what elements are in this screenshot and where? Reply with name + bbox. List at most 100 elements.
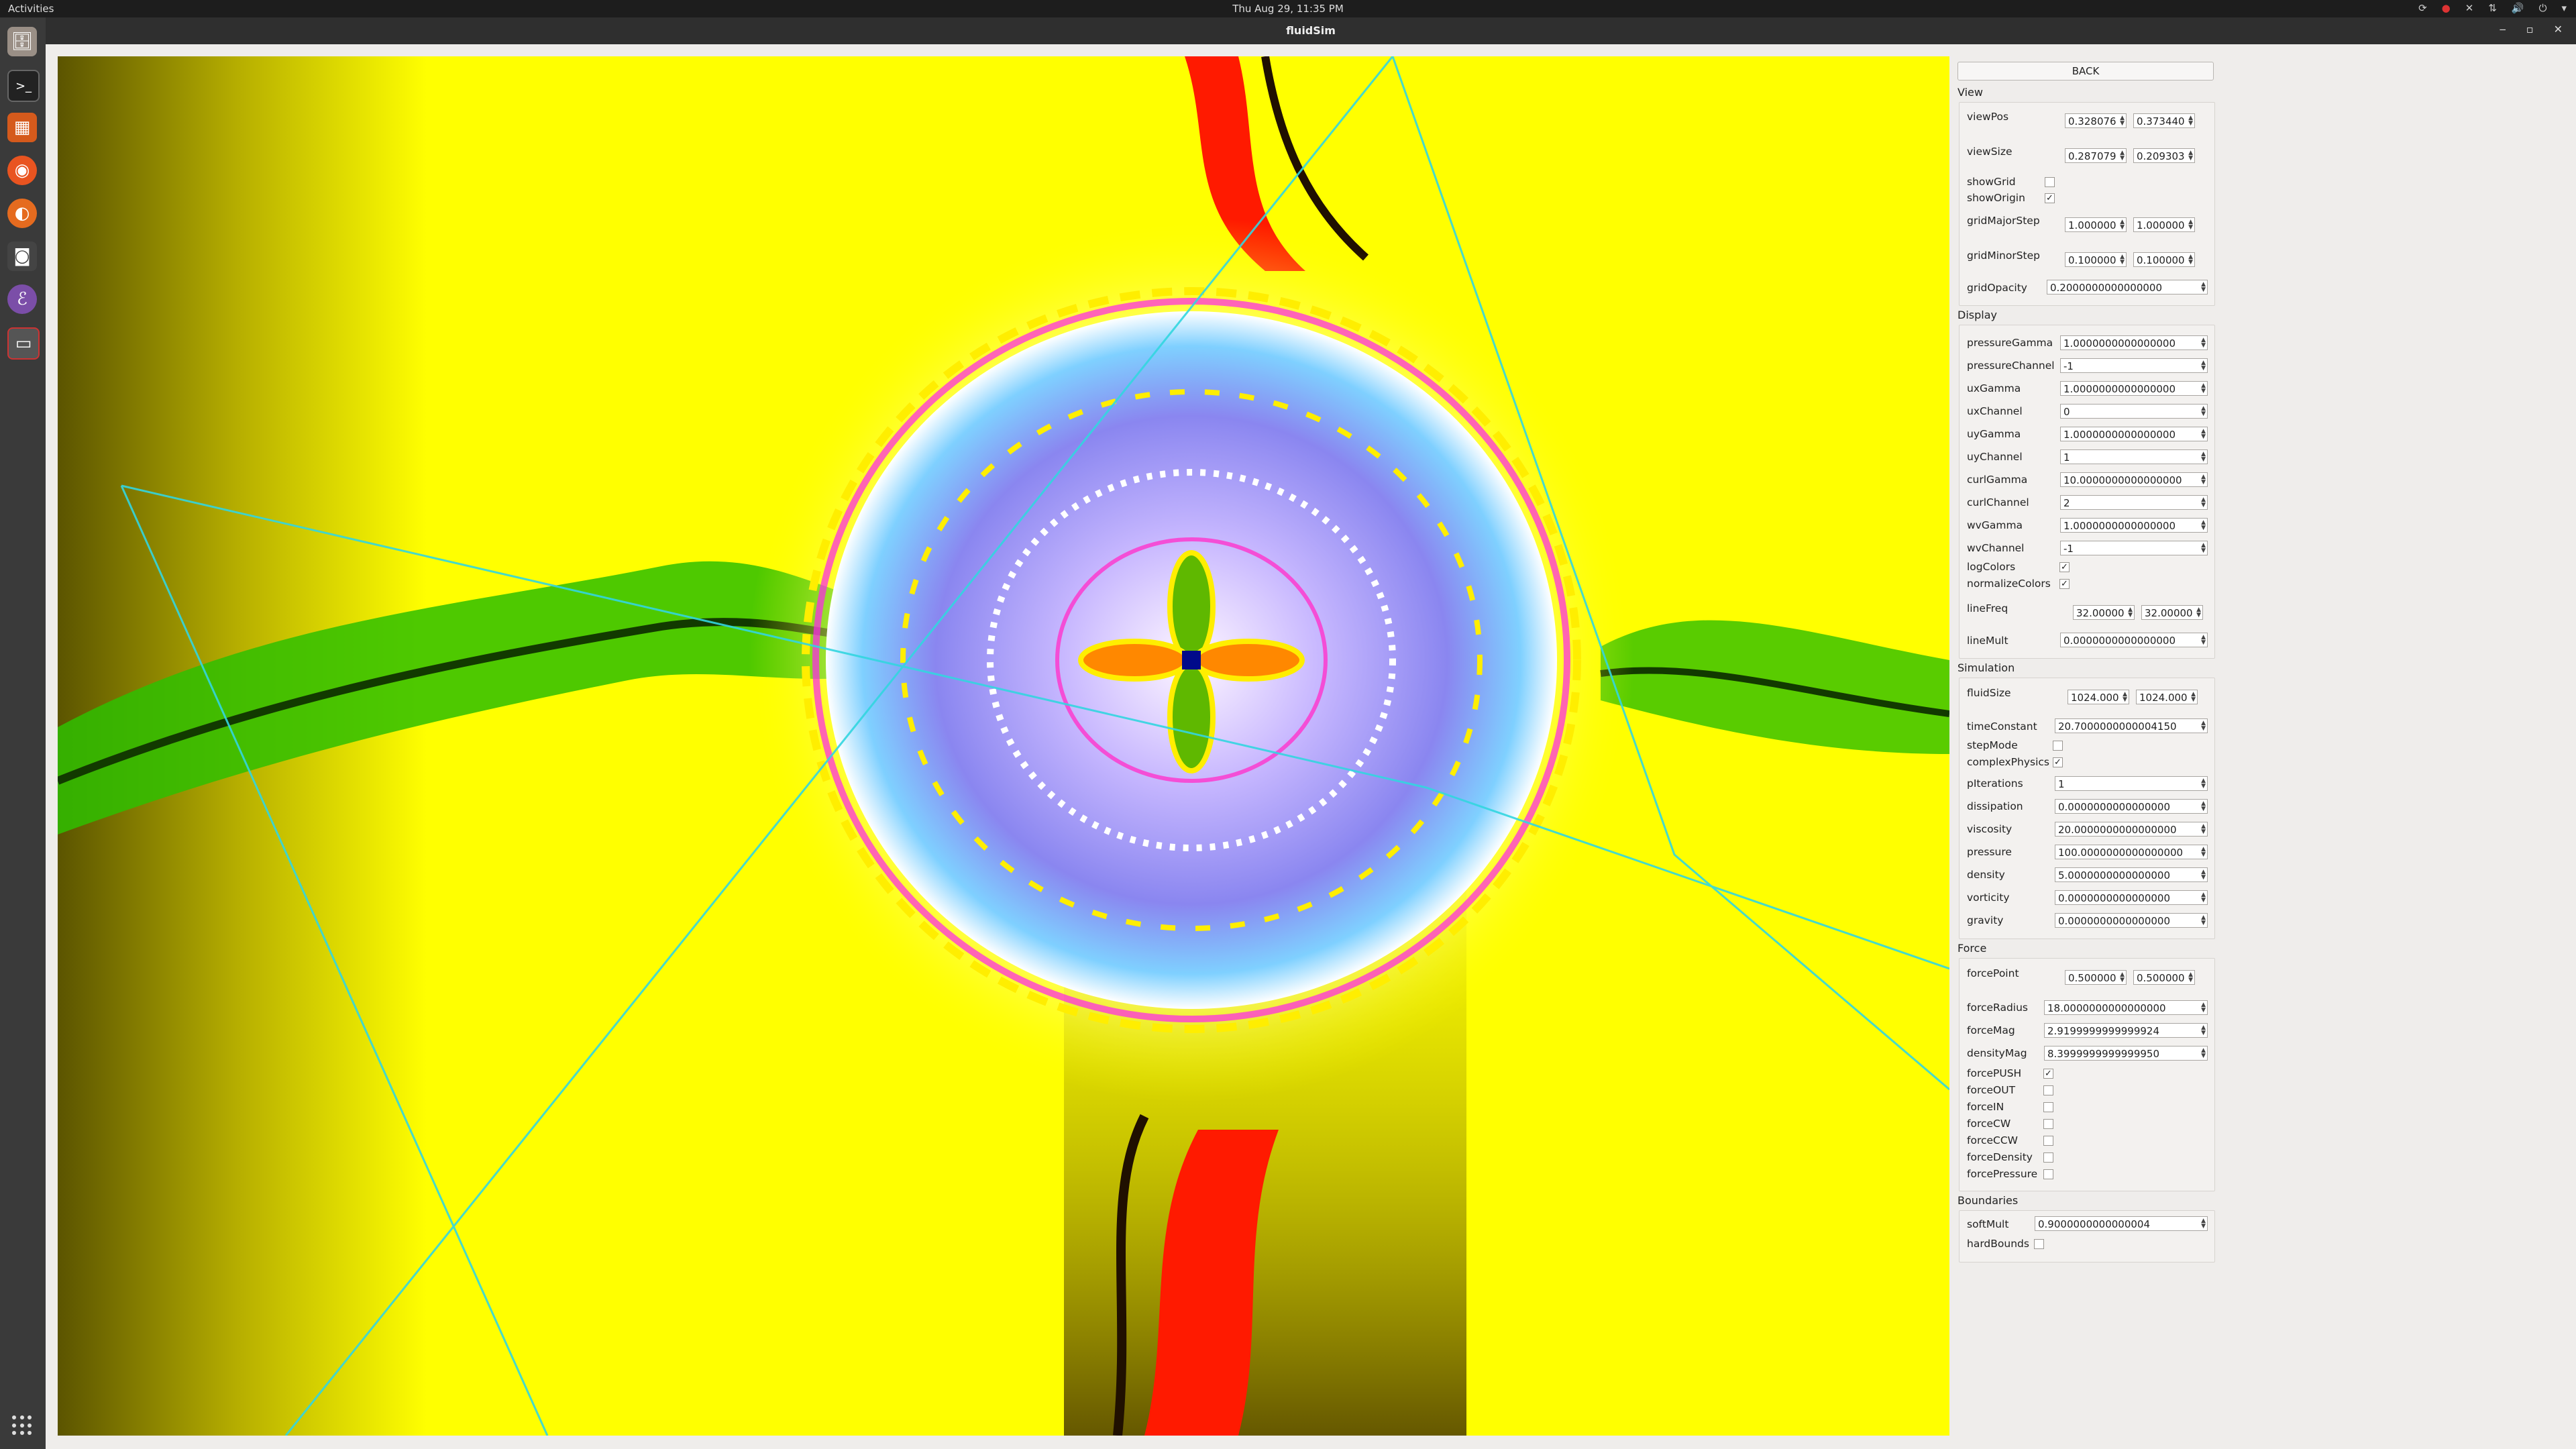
- grid-minor-step-x-field[interactable]: 0.100000 ▲ ▼: [2065, 252, 2127, 267]
- spinner-arrows-icon[interactable]: ▲ ▼: [2201, 846, 2206, 858]
- spinner-arrows-icon[interactable]: ▲ ▼: [2120, 219, 2125, 231]
- time-constant-field[interactable]: 20.7000000000004150 ▲ ▼: [2055, 718, 2208, 733]
- spinner-arrows-icon[interactable]: ▲ ▼: [2201, 1024, 2206, 1036]
- recording-icon[interactable]: ●: [2441, 2, 2451, 14]
- display-pressureGamma-field[interactable]: 1.0000000000000000 ▲ ▼: [2060, 335, 2208, 350]
- spinner-arrows-icon[interactable]: ▲ ▼: [2188, 971, 2193, 983]
- display-curlGamma-field[interactable]: 10.0000000000000000 ▲ ▼: [2060, 472, 2208, 487]
- firefox-icon[interactable]: ◐: [7, 199, 37, 228]
- fluid-size-y-field[interactable]: 1024.000 ▲ ▼: [2136, 690, 2198, 704]
- show-grid-checkbox[interactable]: [2045, 177, 2055, 187]
- spinner-arrows-icon[interactable]: ▲ ▼: [2196, 606, 2201, 619]
- files-icon[interactable]: 🗄: [7, 27, 37, 56]
- forceCCW-checkbox[interactable]: [2043, 1136, 2053, 1146]
- spinner-arrows-icon[interactable]: ▲ ▼: [2188, 115, 2193, 127]
- spinner-arrows-icon[interactable]: ▲ ▼: [2201, 542, 2206, 554]
- minimize-icon[interactable]: ‒: [2499, 23, 2506, 36]
- simulation-density-field[interactable]: 5.0000000000000000 ▲ ▼: [2055, 867, 2208, 882]
- spinner-arrows-icon[interactable]: ▲ ▼: [2201, 360, 2206, 372]
- power-icon[interactable]: ⏻: [2538, 2, 2547, 14]
- spinner-arrows-icon[interactable]: ▲ ▼: [2201, 405, 2206, 417]
- spinner-arrows-icon[interactable]: ▲ ▼: [2201, 451, 2206, 463]
- window-titlebar[interactable]: fluidSim ‒ ▫ ✕: [46, 17, 2576, 44]
- grid-major-step-y-field[interactable]: 1.000000 ▲ ▼: [2133, 217, 2195, 232]
- force-point-y-field[interactable]: 0.500000 ▲ ▼: [2133, 970, 2195, 985]
- spinner-arrows-icon[interactable]: ▲ ▼: [2123, 691, 2127, 703]
- forceDensity-checkbox[interactable]: [2043, 1152, 2053, 1163]
- fluid-size-x-field[interactable]: 1024.000 ▲ ▼: [2068, 690, 2129, 704]
- forcePUSH-checkbox[interactable]: ✓: [2043, 1069, 2053, 1079]
- forceCW-checkbox[interactable]: [2043, 1119, 2053, 1129]
- simulation-gravity-field[interactable]: 0.0000000000000000 ▲ ▼: [2055, 913, 2208, 928]
- step-mode-checkbox[interactable]: [2053, 741, 2063, 751]
- logColors-checkbox[interactable]: ✓: [2059, 562, 2070, 572]
- display-wvChannel-field[interactable]: -1 ▲ ▼: [2060, 541, 2208, 555]
- force-point-x-field[interactable]: 0.500000 ▲ ▼: [2065, 970, 2127, 985]
- fluidsim-app-icon[interactable]: ▭: [7, 327, 40, 360]
- display-curlChannel-field[interactable]: 2 ▲ ▼: [2060, 495, 2208, 510]
- forcePressure-checkbox[interactable]: [2043, 1169, 2053, 1179]
- simulation-pIterations-field[interactable]: 1 ▲ ▼: [2055, 776, 2208, 791]
- spinner-arrows-icon[interactable]: ▲ ▼: [2201, 777, 2206, 790]
- spinner-arrows-icon[interactable]: ▲ ▼: [2188, 219, 2193, 231]
- network-icon[interactable]: ⇅: [2488, 2, 2497, 14]
- spinner-arrows-icon[interactable]: ▲ ▼: [2120, 971, 2125, 983]
- simulation-dissipation-field[interactable]: 0.0000000000000000 ▲ ▼: [2055, 799, 2208, 814]
- spinner-arrows-icon[interactable]: ▲ ▼: [2201, 800, 2206, 812]
- spinner-arrows-icon[interactable]: ▲ ▼: [2201, 1218, 2206, 1230]
- spinner-arrows-icon[interactable]: ▲ ▼: [2201, 914, 2206, 926]
- hard-bounds-checkbox[interactable]: [2034, 1239, 2044, 1249]
- grid-major-step-x-field[interactable]: 1.000000 ▲ ▼: [2065, 217, 2127, 232]
- force-forceMag-field[interactable]: 2.9199999999999924 ▲ ▼: [2044, 1023, 2208, 1038]
- viewpos-x-field[interactable]: 0.328076 ▲ ▼: [2065, 113, 2127, 128]
- spinner-arrows-icon[interactable]: ▲ ▼: [2201, 474, 2206, 486]
- force-forceRadius-field[interactable]: 18.0000000000000000 ▲ ▼: [2044, 1000, 2208, 1015]
- forceIN-checkbox[interactable]: [2043, 1102, 2053, 1112]
- close-icon[interactable]: ✕: [2553, 23, 2563, 36]
- simulation-pressure-field[interactable]: 100.0000000000000000 ▲ ▼: [2055, 845, 2208, 859]
- spinner-arrows-icon[interactable]: ▲ ▼: [2201, 382, 2206, 394]
- grid-opacity-field[interactable]: 0.2000000000000000 ▲ ▼: [2047, 280, 2208, 294]
- spinner-arrows-icon[interactable]: ▲ ▼: [2201, 1002, 2206, 1014]
- spinner-arrows-icon[interactable]: ▲ ▼: [2120, 115, 2125, 127]
- spinner-arrows-icon[interactable]: ▲ ▼: [2201, 1047, 2206, 1059]
- line-freq-y-field[interactable]: 32.00000 ▲ ▼: [2141, 605, 2203, 620]
- show-applications-icon[interactable]: [12, 1415, 32, 1436]
- show-origin-checkbox[interactable]: ✓: [2045, 193, 2055, 203]
- spinner-arrows-icon[interactable]: ▲ ▼: [2201, 869, 2206, 881]
- spinner-arrows-icon[interactable]: ▲ ▼: [2201, 892, 2206, 904]
- spinner-arrows-icon[interactable]: ▲ ▼: [2201, 634, 2206, 646]
- display-pressureChannel-field[interactable]: -1 ▲ ▼: [2060, 358, 2208, 373]
- complex-physics-checkbox[interactable]: ✓: [2053, 757, 2063, 767]
- terminal-icon[interactable]: >_: [7, 70, 40, 102]
- camera-icon[interactable]: ◙: [7, 241, 37, 271]
- mute-icon[interactable]: ✕: [2465, 2, 2474, 14]
- spinner-arrows-icon[interactable]: ▲ ▼: [2188, 150, 2193, 162]
- spinner-arrows-icon[interactable]: ▲ ▼: [2201, 428, 2206, 440]
- clock[interactable]: Thu Aug 29, 11:35 PM: [1232, 3, 1344, 15]
- forceOUT-checkbox[interactable]: [2043, 1085, 2053, 1095]
- chevron-down-icon[interactable]: ▾: [2561, 2, 2567, 14]
- spinner-arrows-icon[interactable]: ▲ ▼: [2201, 720, 2206, 732]
- display-uyGamma-field[interactable]: 1.0000000000000000 ▲ ▼: [2060, 427, 2208, 441]
- system-tray[interactable]: ⟳ ● ✕ ⇅ 🔊 ⏻ ▾: [2418, 2, 2567, 14]
- line-mult-field[interactable]: 0.0000000000000000 ▲ ▼: [2060, 633, 2208, 647]
- normalizeColors-checkbox[interactable]: ✓: [2059, 579, 2070, 589]
- grid-minor-step-y-field[interactable]: 0.100000 ▲ ▼: [2133, 252, 2195, 267]
- spinner-arrows-icon[interactable]: ▲ ▼: [2191, 691, 2196, 703]
- screenshot-icon[interactable]: ◉: [7, 156, 37, 185]
- maximize-icon[interactable]: ▫: [2526, 23, 2534, 36]
- display-uyChannel-field[interactable]: 1 ▲ ▼: [2060, 449, 2208, 464]
- display-uxGamma-field[interactable]: 1.0000000000000000 ▲ ▼: [2060, 381, 2208, 396]
- spinner-arrows-icon[interactable]: ▲ ▼: [2201, 281, 2206, 293]
- viewsize-x-field[interactable]: 0.287079 ▲ ▼: [2065, 148, 2127, 163]
- viewsize-y-field[interactable]: 0.209303 ▲ ▼: [2133, 148, 2195, 163]
- soft-mult-field[interactable]: 0.9000000000000004 ▲ ▼: [2035, 1216, 2208, 1231]
- sync-icon[interactable]: ⟳: [2418, 2, 2427, 14]
- display-wvGamma-field[interactable]: 1.0000000000000000 ▲ ▼: [2060, 518, 2208, 533]
- fluid-simulation-view[interactable]: [58, 56, 1949, 1436]
- spinner-arrows-icon[interactable]: ▲ ▼: [2201, 496, 2206, 508]
- spinner-arrows-icon[interactable]: ▲ ▼: [2201, 337, 2206, 349]
- activities-button[interactable]: Activities: [8, 3, 54, 15]
- simulation-vorticity-field[interactable]: 0.0000000000000000 ▲ ▼: [2055, 890, 2208, 905]
